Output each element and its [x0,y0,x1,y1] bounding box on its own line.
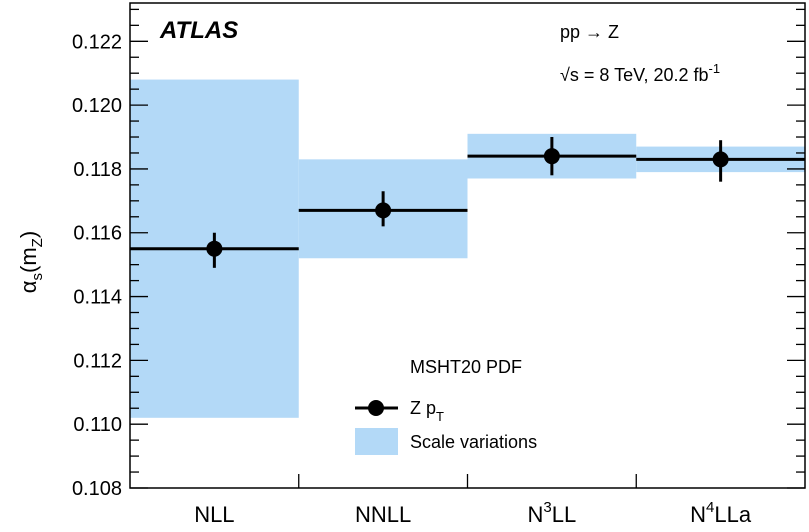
x-category-label: NLL [194,502,234,527]
point-marker-NLL [206,240,223,257]
y-tick-label: 0.122 [72,31,122,53]
legend-band-swatch [355,428,398,455]
y-tick-label: 0.114 [73,287,122,309]
y-tick-label: 0.118 [73,159,122,181]
legend: Z pT Scale variations [355,398,537,455]
legend-point-label: Z pT [410,398,444,424]
pdf-label: MSHT20 PDF [410,357,522,377]
y-tick-label: 0.120 [72,95,122,117]
y-axis-title: αs(mZ) [16,231,46,293]
data-points [130,137,805,268]
x-category-label: NNLL [355,502,411,527]
atlas-label: ATLAS [159,17,238,44]
y-axis: 0.108 0.110 0.112 0.114 0.116 0.118 0.120 0.122 [72,8,805,500]
x-axis: NLL NNLL N3LL N4LLa [194,474,752,527]
legend-point-marker [368,400,384,416]
legend-band-label: Scale variations [410,432,537,452]
x-category-label: N4LLa [690,499,752,527]
point-marker-N4LLa [712,151,729,168]
x-category-label: N3LL [528,499,577,527]
energy-label: √s = 8 TeV, 20.2 fb-1 [560,61,720,85]
point-marker-N3LL [543,148,560,165]
point-marker-NNLL [375,202,392,219]
y-tick-label: 0.116 [73,223,122,245]
y-tick-label: 0.108 [72,478,122,500]
y-tick-label: 0.112 [73,350,122,372]
y-tick-label: 0.110 [73,414,122,436]
process-label: pp → Z [560,22,619,42]
